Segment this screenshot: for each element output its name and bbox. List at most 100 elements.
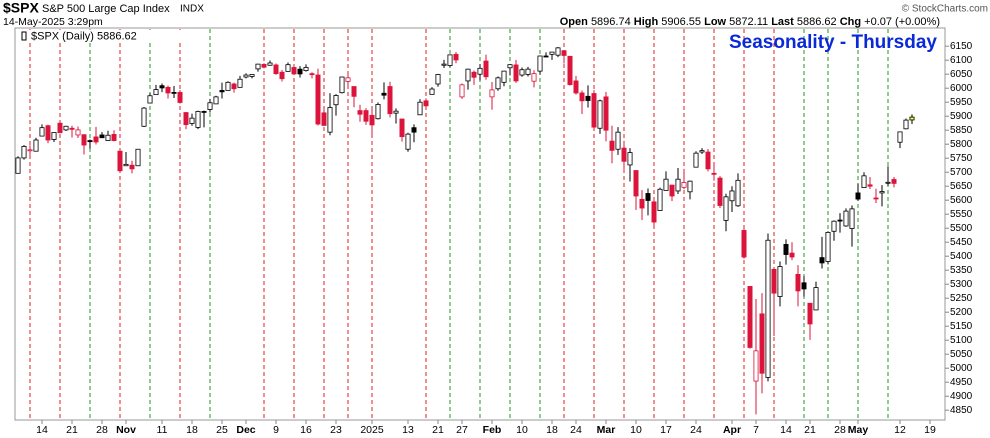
y-tick-label: 5500 [950,223,973,234]
x-tick-label: Feb [483,424,502,436]
candle-body [489,89,495,98]
candle-body [435,74,441,85]
plot-frame [14,27,946,421]
candle-body [111,133,117,141]
y-tick-label: 5600 [950,195,973,206]
candle-body [537,55,543,72]
candle-body [429,88,435,95]
chg-label: Chg [840,16,861,28]
y-tick-label: 6100 [950,55,973,66]
x-tick-label: 12 [894,424,906,436]
candle-body [63,125,69,131]
candle-body [861,175,867,188]
candle-body [453,53,459,61]
candle-body [273,64,279,75]
candle-body [441,63,447,66]
candle-body [501,70,507,83]
candle-body [651,201,657,223]
candle-body [171,92,177,94]
candle-body [117,150,123,172]
candle-body [849,208,855,229]
candle-body [627,152,633,166]
candle-body [747,286,753,348]
candle-body [759,313,765,374]
candle-body [543,55,549,58]
candle-body [327,107,333,133]
open-label: Open [560,16,588,28]
y-tick-label: 6150 [950,41,973,52]
candle-body [363,110,369,122]
candle-body [873,197,879,200]
candle-body [177,92,183,103]
candle-body [225,81,231,91]
candle-body [423,100,429,107]
candle-body [105,134,111,141]
datetime: 14-May-2025 3:29pm [3,16,103,28]
candle-body [837,219,843,222]
x-tick-label: 11 [157,424,168,436]
y-tick-label: 6000 [950,83,973,94]
x-tick-label: 18 [186,424,198,436]
y-tick-label: 5900 [950,111,973,122]
candle-body [399,118,405,138]
candle-body [255,63,261,70]
candle-body [237,78,243,88]
x-tick-label: 28 [96,424,108,436]
candle-body [519,69,525,76]
candle-body [369,114,375,126]
candle-body [819,257,825,264]
candle-body [723,196,729,221]
candle-body [351,86,357,97]
candle-body [189,117,195,124]
legend-value: 5886.62 [97,30,137,42]
candle-body [87,140,93,143]
candle-body [687,180,693,193]
candle-body [735,179,741,207]
candle-body [633,170,639,197]
candle-body [909,116,915,121]
y-tick-label: 5950 [950,97,973,108]
candle-body [585,95,591,101]
candle-body [471,71,477,78]
candle-body [495,77,501,90]
candle-body [855,192,861,200]
x-tick-label: 24 [690,424,702,436]
candle-body [285,64,291,72]
open-value: 5896.74 [591,16,631,28]
candle-body [123,163,129,167]
candle-body [597,100,603,129]
candle-body [375,104,381,120]
candle-body [393,110,399,114]
candle-body [681,182,687,188]
candle-body [669,184,675,197]
x-tick-label: 17 [660,424,672,436]
candle-body [645,193,651,201]
candle-body [765,239,771,378]
x-tick-label: 25 [216,424,228,436]
candle-body [153,89,159,96]
y-tick-label: 6050 [950,69,973,80]
y-tick-label: 5400 [950,251,973,262]
y-tick-label: 5300 [950,279,973,290]
candle-body [45,125,51,141]
candle-body [291,67,297,75]
candle-body [897,131,903,143]
candle-body [483,60,489,78]
candle-body [141,107,147,127]
y-tick-label: 5050 [950,349,973,360]
candle-body [159,85,165,89]
candle-body [699,150,705,153]
y-tick-label: 4950 [950,377,973,388]
symbol: $SPX [3,0,39,16]
candle-body [525,68,531,75]
y-tick-label: 5700 [950,167,973,178]
candle-body [753,350,759,382]
candle-body [201,111,207,113]
candle-body [207,102,213,110]
candle-body [81,134,87,146]
security-name: S&P 500 Large Cap Index [42,3,170,15]
x-tick-label: 10 [516,424,528,436]
last-label: Last [771,16,794,28]
candle-body [333,95,339,106]
